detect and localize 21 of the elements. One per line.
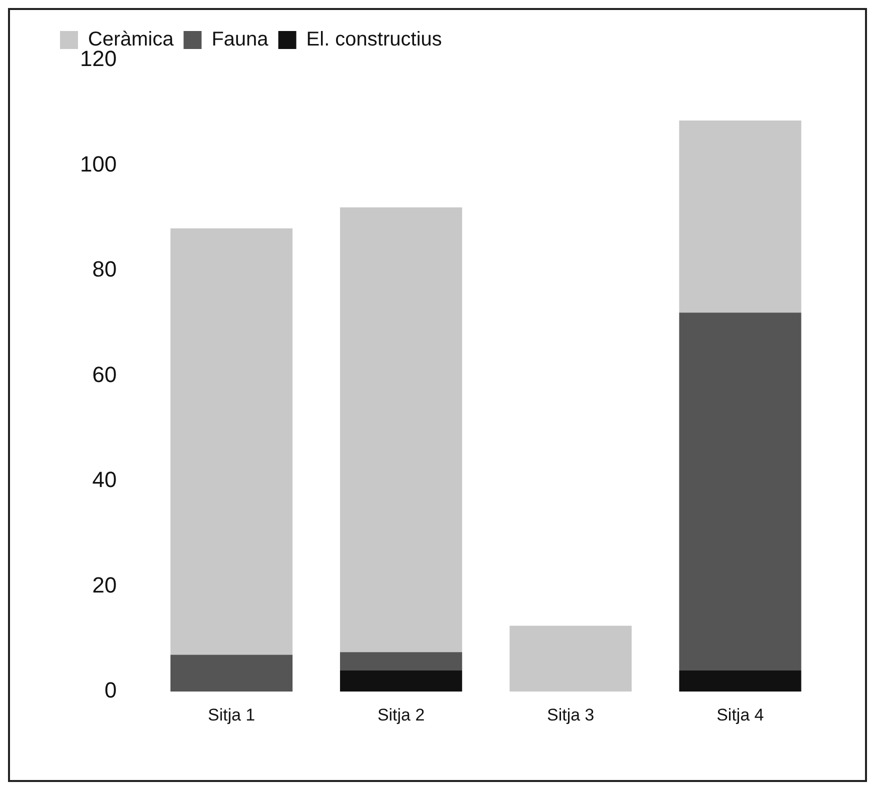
y-tick-label: 40: [92, 467, 117, 492]
x-tick-label: Sitja 2: [377, 705, 425, 724]
bar: [340, 652, 462, 671]
y-tick-label: 100: [80, 151, 117, 176]
bar: [679, 670, 802, 692]
legend-label: El. constructius: [306, 28, 442, 51]
bar: [340, 670, 462, 692]
bar: [679, 120, 802, 313]
x-tick-label: Sitja 4: [716, 705, 764, 724]
bar: [340, 207, 462, 652]
x-tick-label: Sitja 3: [547, 705, 594, 724]
bar: [170, 228, 293, 655]
y-tick-label: 0: [104, 678, 117, 703]
bar: [510, 626, 632, 692]
bar: [170, 654, 293, 692]
y-tick-label: 60: [92, 362, 117, 387]
legend-label: Fauna: [212, 28, 270, 51]
bar: [679, 312, 802, 671]
x-tick-label: Sitja 1: [208, 705, 256, 724]
y-tick-label: 80: [92, 256, 117, 282]
y-tick-label: 20: [92, 572, 117, 598]
